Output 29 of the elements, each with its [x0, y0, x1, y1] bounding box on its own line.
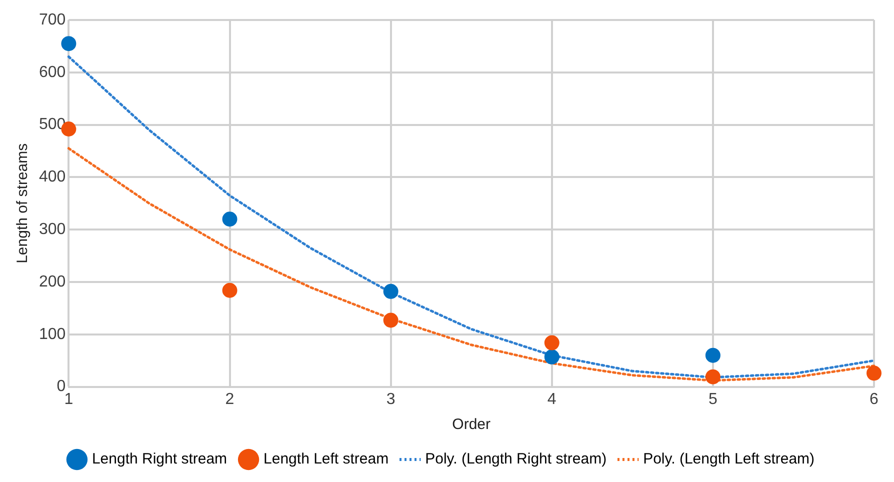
point [383, 312, 398, 328]
x-tick-label: 2 [225, 390, 234, 408]
point [544, 349, 560, 364]
point [705, 348, 720, 363]
y-tick-label: 300 [38, 221, 66, 238]
legend-label: Poly. (Length Left stream) [643, 450, 815, 468]
x-tick-label: 4 [547, 390, 556, 408]
point [866, 366, 882, 381]
point [222, 212, 238, 227]
y-tick-label: 600 [38, 64, 66, 81]
y-tick-label: 700 [38, 11, 66, 28]
point [705, 369, 720, 384]
x-axis-title: Order [452, 416, 491, 434]
x-tick-label: 1 [64, 390, 74, 408]
y-tick-label: 0 [56, 378, 66, 396]
point [222, 282, 238, 298]
y-tick-label: 100 [38, 326, 66, 343]
y-tick-label: 400 [38, 168, 66, 186]
point [383, 284, 398, 299]
x-tick-label: 3 [386, 390, 396, 408]
point [61, 36, 76, 52]
x-tick-label: 5 [708, 390, 718, 408]
legend-label: Length Left stream [264, 450, 389, 468]
point [544, 335, 560, 350]
y-axis-title: Length of streams [14, 143, 32, 264]
legend-label: Length Right stream [92, 450, 228, 468]
y-tick-label: 200 [38, 273, 66, 290]
x-tick-label: 6 [870, 390, 879, 408]
legend-label: Poly. (Length Right stream) [425, 450, 607, 468]
